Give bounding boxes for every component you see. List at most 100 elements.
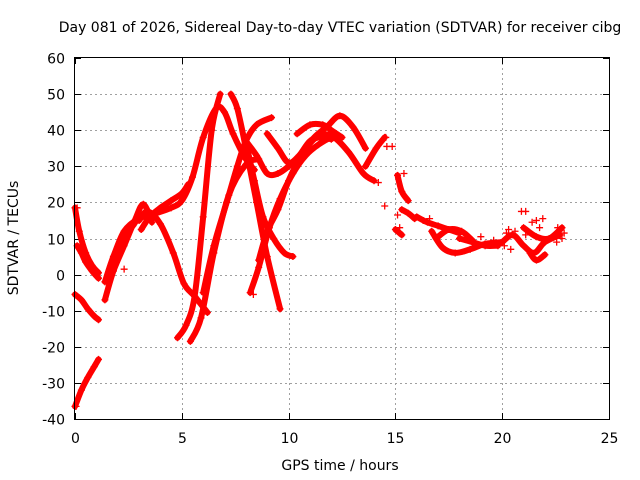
data-point bbox=[263, 227, 271, 235]
data-point bbox=[520, 224, 528, 232]
data-point bbox=[423, 218, 431, 226]
data-point bbox=[310, 133, 318, 141]
data-point bbox=[490, 236, 498, 244]
series-line-20 bbox=[362, 134, 388, 170]
data-point bbox=[120, 265, 128, 273]
data-point bbox=[327, 126, 335, 134]
data-point bbox=[77, 386, 85, 394]
data-point bbox=[539, 215, 547, 223]
data-point bbox=[520, 242, 528, 250]
data-point bbox=[139, 200, 147, 208]
data-point bbox=[500, 242, 508, 250]
data-point bbox=[494, 242, 502, 250]
data-point bbox=[293, 130, 301, 138]
data-point bbox=[289, 253, 297, 261]
series-line-21 bbox=[394, 172, 412, 204]
data-point bbox=[120, 227, 128, 235]
data-point bbox=[361, 162, 369, 170]
y-tick-label: 50 bbox=[47, 88, 65, 104]
data-point bbox=[319, 121, 327, 129]
data-point bbox=[502, 229, 510, 237]
data-point bbox=[372, 144, 380, 152]
chart-title: Day 081 of 2026, Sidereal Day-to-day VTE… bbox=[59, 20, 622, 36]
data-point bbox=[186, 337, 194, 345]
data-point bbox=[560, 229, 568, 237]
series-line-23 bbox=[392, 226, 405, 238]
data-point bbox=[413, 213, 421, 221]
data-point bbox=[438, 244, 446, 252]
data-point bbox=[255, 263, 263, 271]
data-point bbox=[94, 316, 102, 324]
data-point bbox=[359, 170, 367, 178]
y-tick-label: -20 bbox=[42, 341, 65, 357]
data-point bbox=[253, 151, 261, 159]
data-point bbox=[507, 245, 515, 253]
plot-frame bbox=[74, 57, 610, 420]
data-point bbox=[532, 256, 540, 264]
data-point bbox=[306, 121, 314, 129]
data-point bbox=[77, 296, 85, 304]
x-tick-label: 25 bbox=[601, 431, 619, 447]
data-point bbox=[182, 321, 190, 329]
data-point bbox=[270, 235, 278, 242]
data-point bbox=[349, 123, 357, 131]
y-tick-label: 30 bbox=[47, 160, 65, 176]
data-point bbox=[144, 207, 152, 215]
data-point bbox=[259, 213, 267, 221]
data-point bbox=[191, 292, 199, 300]
data-point bbox=[511, 227, 519, 235]
data-point bbox=[268, 114, 276, 122]
data-point bbox=[285, 177, 293, 185]
data-point bbox=[227, 90, 235, 98]
data-point bbox=[398, 231, 406, 239]
data-point bbox=[338, 133, 346, 141]
data-point bbox=[263, 130, 271, 138]
data-point bbox=[82, 258, 90, 266]
data-point bbox=[255, 256, 263, 264]
data-point bbox=[135, 216, 143, 224]
x-tick-label: 15 bbox=[387, 431, 405, 447]
data-point bbox=[197, 314, 205, 322]
data-point bbox=[184, 180, 192, 188]
data-point bbox=[382, 133, 390, 141]
data-point bbox=[263, 170, 271, 178]
data-point bbox=[541, 251, 549, 259]
data-point bbox=[169, 249, 177, 257]
series-line-26 bbox=[433, 226, 476, 244]
data-point bbox=[94, 274, 102, 282]
data-point bbox=[455, 235, 463, 242]
data-point bbox=[137, 225, 145, 233]
data-point bbox=[84, 373, 92, 381]
data-point bbox=[398, 188, 406, 196]
data-point bbox=[509, 231, 517, 239]
data-point bbox=[295, 151, 303, 159]
data-point bbox=[223, 198, 231, 206]
x-tick-label: 10 bbox=[281, 431, 299, 447]
y-tick-label: 20 bbox=[47, 196, 65, 212]
data-point bbox=[244, 148, 252, 156]
data-point bbox=[361, 144, 369, 152]
data-point bbox=[434, 222, 442, 230]
data-point bbox=[536, 224, 544, 232]
y-tick-label: -40 bbox=[42, 413, 65, 429]
data-point bbox=[250, 177, 258, 185]
data-point bbox=[276, 305, 284, 313]
data-point bbox=[208, 126, 216, 134]
data-point bbox=[229, 130, 237, 138]
data-point bbox=[216, 90, 224, 98]
data-point bbox=[498, 238, 506, 246]
data-point bbox=[156, 204, 164, 212]
data-point bbox=[526, 249, 534, 257]
data-point bbox=[545, 235, 553, 242]
data-point bbox=[336, 112, 344, 120]
y-tick-label: 60 bbox=[47, 52, 65, 68]
data-point bbox=[94, 355, 102, 363]
data-point bbox=[468, 238, 476, 246]
data-point bbox=[315, 141, 323, 149]
data-point bbox=[394, 171, 402, 179]
data-point bbox=[233, 162, 241, 170]
data-point bbox=[263, 253, 271, 261]
data-point bbox=[404, 197, 412, 205]
x-axis-label: GPS time / hours bbox=[281, 458, 398, 474]
data-point bbox=[90, 363, 98, 371]
